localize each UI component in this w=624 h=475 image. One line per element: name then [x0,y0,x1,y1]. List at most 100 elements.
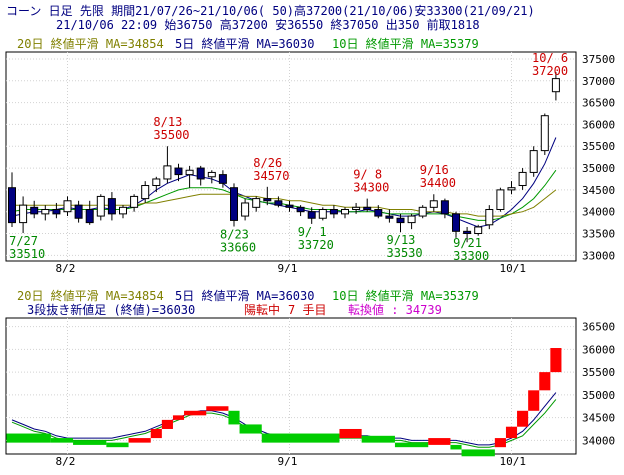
y-tick-label: 35500 [582,140,615,153]
candle-body [41,209,50,215]
candle-body [474,226,483,235]
three-line-break-panel: 34000 34500 35000 35500 36000 36500 8/2 9/1 10/1 [5,317,615,468]
legend-ma5-lower: 5日 終値平滑 MA=36030 [175,288,314,303]
candle-body [440,200,449,215]
candle-body [374,209,383,217]
brick [150,428,162,439]
candle-body [274,200,283,206]
y-tick-label: 33000 [582,249,615,262]
price-annotation: 37200 [532,64,568,78]
candle-body [463,230,472,235]
price-annotation: 8/23 [220,228,249,242]
x-tick-label: 9/1 [278,455,298,468]
y-tick-label: 36500 [582,97,615,110]
y-tick-label: 34500 [582,184,615,197]
y-tick-label: 34000 [582,206,615,219]
y-tick-label: 37500 [582,53,615,66]
brick [228,410,240,425]
plot-frame [5,317,577,455]
candle-body [518,171,527,187]
candle-body [207,171,216,178]
y-tick-label: 33500 [582,228,615,241]
candle-body [196,167,205,180]
candle-body [363,206,372,211]
candle-body [152,178,161,187]
candle-body [352,206,361,211]
x-tick-label: 8/2 [56,262,76,275]
price-annotation: 33510 [9,247,45,261]
candle-body [141,185,150,200]
price-annotation: 33300 [453,249,489,263]
brick [128,438,151,443]
y-tick-label: 37000 [582,75,615,88]
candlestick-panel: 33000 33500 34000 34500 35000 35500 36000 36500… [5,51,615,275]
price-annotation: 9/21 [453,236,482,250]
candle-body [485,209,494,226]
price-annotation: 34570 [253,169,289,183]
candle-body [285,204,294,208]
candle-body [74,204,83,219]
brick [505,426,518,439]
y-tick-label: 35500 [582,366,615,379]
price-annotation: 34400 [420,176,456,190]
candle-body [19,204,28,224]
price-annotation: 8/26 [253,156,282,170]
x-tick-label: 10/1 [500,262,527,275]
y-tick-label: 35000 [582,389,615,402]
brick [206,406,229,411]
price-annotation: 35500 [153,128,189,142]
candle-body [185,169,194,176]
price-annotation: 10/ 6 [532,51,568,65]
candle-body [496,189,505,211]
y-tick-label: 34500 [582,412,615,425]
brick [539,372,551,391]
candle-body [507,187,516,191]
candle-body [307,211,316,219]
candle-body [318,209,327,219]
legend-turn-value: 転換値 : 34739 [348,302,442,317]
candle-body [529,150,538,173]
brick [461,449,495,457]
brick [450,444,462,450]
legend-threeline: 3段抜き新値足 (終値)=36030 [27,302,195,317]
y-tick-label: 35000 [582,162,615,175]
price-annotation: 9/13 [387,233,416,247]
header-line-1: コーン 日足 先限 期間21/07/26~21/10/06( 50)高37200… [6,3,535,18]
y-tick-label: 36500 [582,321,615,334]
brick [428,438,451,445]
candle-body [85,209,94,224]
brick [172,415,185,420]
brick [361,435,395,443]
x-tick-label: 10/1 [500,455,527,468]
legend-turn-count: 7 手目 [288,303,326,317]
brick [550,348,562,373]
price-annotation: 8/13 [153,115,182,129]
x-tick-label: 8/2 [56,455,76,468]
legend-ma20-lower: 20日 終値平滑 MA=34854 [17,288,164,303]
brick [106,442,129,448]
candle-body [52,209,61,215]
brick [239,424,262,434]
y-tick-label: 36000 [582,118,615,131]
candle-body [119,206,127,215]
brick [494,438,506,448]
legend-ma10: 10日 終値平滑 MA=35379 [332,36,479,51]
candle-body [429,200,438,208]
candle-body [230,187,238,221]
brick [184,410,207,416]
price-annotation: 9/ 8 [353,168,382,182]
price-annotation: 9/16 [420,163,449,177]
legend-ma5: 5日 終値平滑 MA=36030 [175,36,314,51]
y-tick-label: 34000 [582,434,615,447]
brick [50,438,74,443]
brick [339,428,362,439]
candle-body [8,187,16,224]
price-annotation: 33660 [220,241,256,255]
candle-body [452,213,460,232]
candle-body [385,215,394,219]
candle-body [163,165,172,180]
candle-body [30,206,39,215]
candle-body [329,209,338,215]
brick [528,390,540,411]
